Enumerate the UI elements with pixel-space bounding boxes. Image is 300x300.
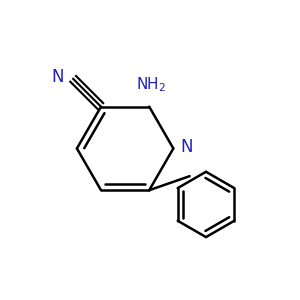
Text: N: N xyxy=(51,68,64,85)
Text: NH$_2$: NH$_2$ xyxy=(136,76,166,94)
Text: N: N xyxy=(180,138,193,156)
